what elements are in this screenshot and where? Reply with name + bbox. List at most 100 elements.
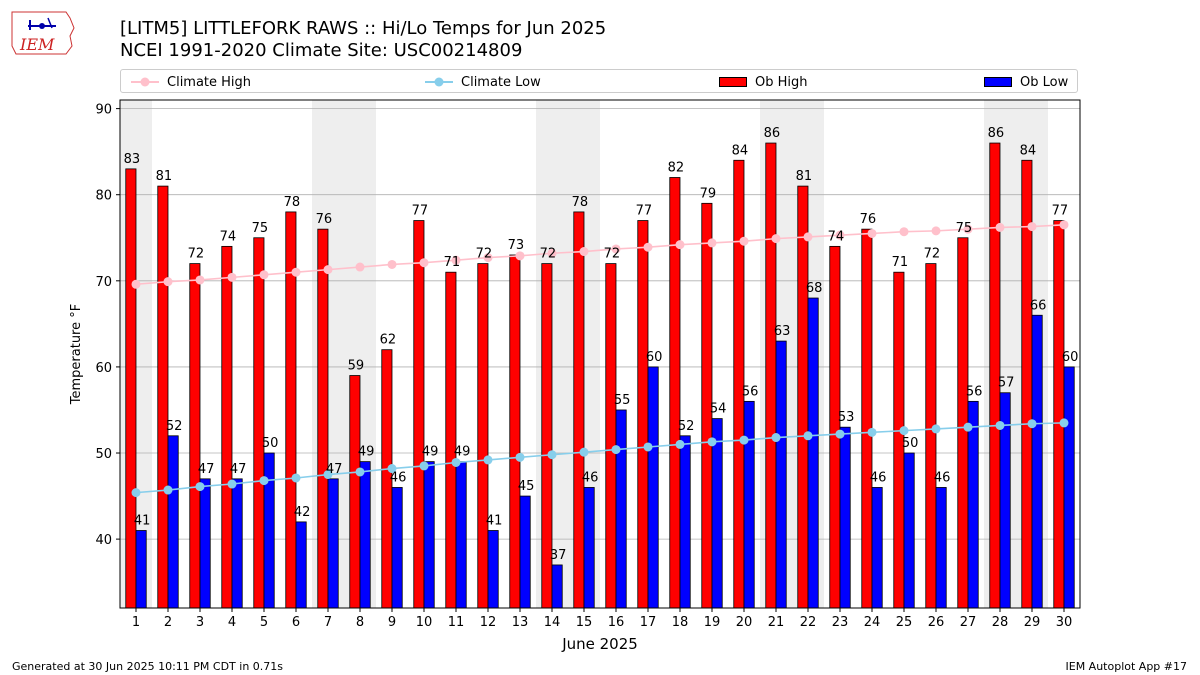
ob-low-label-day-2: 52 <box>166 419 183 434</box>
x-tick-label-22: 22 <box>800 615 817 630</box>
ob-low-bar-day-26 <box>935 487 947 609</box>
ob-high-label-day-27: 75 <box>956 221 973 236</box>
x-tick-label-29: 29 <box>1024 615 1041 630</box>
y-tick-label-70: 70 <box>95 275 112 290</box>
svg-text:IEM: IEM <box>19 35 55 54</box>
climate-high-point-day-19 <box>707 238 717 248</box>
ob-low-bar-day-4 <box>231 478 243 609</box>
ob-low-label-day-9: 46 <box>390 470 407 485</box>
x-tick-label-27: 27 <box>960 615 977 630</box>
ob-high-bar-day-24 <box>861 228 873 609</box>
ob-high-label-day-3: 72 <box>188 247 205 262</box>
ob-low-bar-day-17 <box>647 366 659 609</box>
climate-lines <box>131 220 1069 498</box>
climate-low-point-day-11 <box>451 457 461 467</box>
climate-low-point-day-7 <box>323 470 333 480</box>
ob-low-label-day-10: 49 <box>422 445 439 460</box>
x-tick-label-20: 20 <box>736 615 753 630</box>
ob-low-bar-day-30 <box>1063 366 1075 609</box>
climate-low-point-day-30 <box>1059 418 1069 428</box>
ob-low-label-day-8: 49 <box>358 445 375 460</box>
climate-high-point-day-6 <box>291 267 301 277</box>
legend-ob-high: Ob High <box>719 73 808 91</box>
climate-high-point-day-10 <box>419 258 429 268</box>
ob-high-bar-day-13 <box>509 254 521 609</box>
ob-low-label-day-29: 66 <box>1030 298 1047 313</box>
ob-low-label-day-24: 46 <box>870 470 887 485</box>
legend-climate-low-swatch <box>425 77 453 87</box>
ob-low-label-day-23: 53 <box>838 410 855 425</box>
climate-high-point-day-9 <box>387 259 397 269</box>
climate-high-point-day-11 <box>451 255 461 265</box>
ob-low-bar-day-23 <box>839 426 851 609</box>
ob-high-bar-day-10 <box>413 220 425 609</box>
climate-low-point-day-5 <box>259 476 269 486</box>
climate-low-point-day-21 <box>771 433 781 443</box>
climate-high-point-day-7 <box>323 265 333 275</box>
climate-low-point-day-26 <box>931 424 941 434</box>
ob-low-label-day-11: 49 <box>454 445 471 460</box>
ob-high-label-day-20: 84 <box>732 143 749 158</box>
climate-high-point-day-12 <box>483 253 493 263</box>
ob-low-bar-day-7 <box>327 478 339 609</box>
ob-high-label-day-23: 74 <box>828 229 845 244</box>
y-tick-label-40: 40 <box>95 533 112 548</box>
climate-low-point-day-8 <box>355 467 365 477</box>
ob-low-bar-day-27 <box>967 400 979 609</box>
ob-low-bar-day-21 <box>775 340 787 609</box>
ob-low-label-day-28: 57 <box>998 376 1015 391</box>
climate-high-point-day-3 <box>195 275 205 285</box>
ob-low-label-day-18: 52 <box>678 419 695 434</box>
ob-high-label-day-10: 77 <box>412 204 429 219</box>
ob-low-bar-day-15 <box>583 487 595 609</box>
climate-low-point-day-13 <box>515 452 525 462</box>
ob-high-bar-day-12 <box>477 263 489 609</box>
ob-high-label-day-18: 82 <box>668 160 685 175</box>
ob-low-bar-day-2 <box>167 435 179 609</box>
ob-high-label-day-4: 74 <box>220 229 237 244</box>
ob-high-bar-day-1 <box>125 168 137 609</box>
ob-low-label-day-3: 47 <box>198 462 215 477</box>
y-tick-label-80: 80 <box>95 189 112 204</box>
ob-high-label-day-8: 59 <box>348 359 365 374</box>
climate-high-point-day-28 <box>995 222 1005 232</box>
ob-high-label-day-30: 77 <box>1052 204 1069 219</box>
ob-low-bar-day-19 <box>711 418 723 609</box>
ob-high-label-day-13: 73 <box>508 238 525 253</box>
climate-high-point-day-27 <box>963 224 973 234</box>
ob-low-label-day-27: 56 <box>966 384 983 399</box>
x-tick-label-7: 7 <box>324 615 332 630</box>
x-tick-label-9: 9 <box>388 615 396 630</box>
climate-high-point-day-1 <box>131 279 141 289</box>
climate-high-point-day-13 <box>515 251 525 261</box>
climate-high-point-day-22 <box>803 232 813 242</box>
ob-high-label-day-22: 81 <box>796 169 813 184</box>
x-tick-label-19: 19 <box>704 615 721 630</box>
x-tick-label-23: 23 <box>832 615 849 630</box>
ob-low-label-day-25: 50 <box>902 436 919 451</box>
climate-low-point-day-9 <box>387 464 397 474</box>
climate-high-point-day-5 <box>259 270 269 280</box>
ob-low-bar-day-13 <box>519 495 531 609</box>
climate-high-point-day-2 <box>163 277 173 287</box>
x-axis-label: June 2025 <box>561 635 638 653</box>
x-tick-label-6: 6 <box>292 615 300 630</box>
ob-low-bar-day-29 <box>1031 314 1043 609</box>
climate-low-point-day-1 <box>131 488 141 498</box>
climate-high-point-day-14 <box>547 248 557 258</box>
footer-generated: Generated at 30 Jun 2025 10:11 PM CDT in… <box>12 660 284 673</box>
ob-high-bar-day-4 <box>221 245 233 609</box>
x-tick-label-12: 12 <box>480 615 497 630</box>
climate-high-point-day-24 <box>867 228 877 238</box>
legend-ob-high-label: Ob High <box>755 74 808 90</box>
ob-low-label-day-5: 50 <box>262 436 279 451</box>
ob-low-bar-day-6 <box>295 521 307 609</box>
iem-logo: IEM <box>11 11 75 55</box>
climate-high-point-day-16 <box>611 244 621 254</box>
climate-low-point-day-6 <box>291 473 301 483</box>
x-tick-label-18: 18 <box>672 615 689 630</box>
climate-low-point-day-18 <box>675 439 685 449</box>
x-tick-label-11: 11 <box>448 615 465 630</box>
climate-high-point-day-21 <box>771 234 781 244</box>
